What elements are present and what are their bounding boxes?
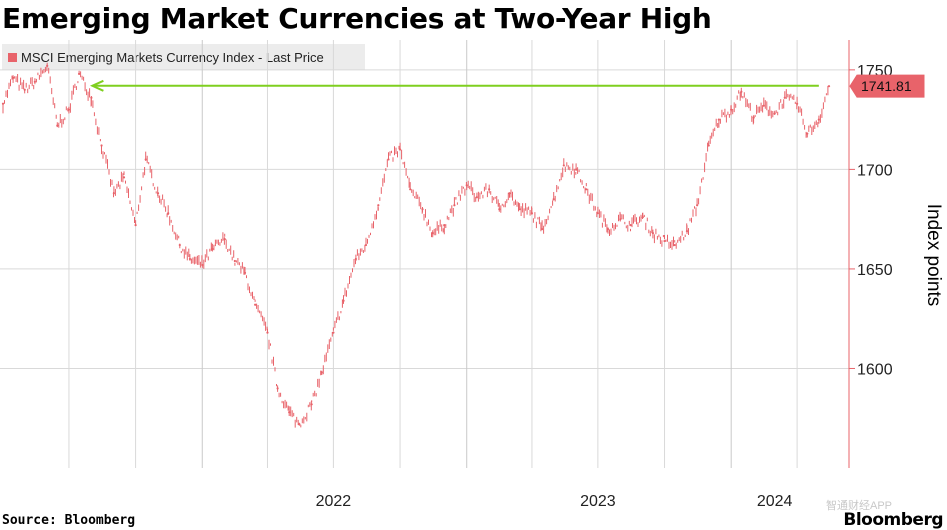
data-point: [332, 331, 335, 334]
data-point: [562, 164, 565, 167]
data-point: [398, 148, 402, 151]
data-point: [606, 228, 610, 231]
data-point: [178, 243, 181, 247]
data-point: [100, 144, 103, 147]
data-point: [762, 104, 765, 107]
watermark: 智通财经APP: [826, 500, 893, 512]
data-point: [663, 239, 666, 243]
data-point: [488, 188, 491, 191]
data-point: [796, 102, 799, 105]
y-axis-label-wrap: Index points: [918, 190, 947, 320]
data-point: [223, 237, 226, 241]
data-point: [310, 403, 313, 406]
last-value-label: 1741.81: [861, 78, 912, 94]
data-point: [276, 387, 279, 390]
data-point: [443, 224, 446, 227]
data-point: [354, 257, 357, 261]
data-point: [619, 218, 622, 221]
data-point: [773, 112, 776, 115]
data-point: [498, 208, 501, 211]
legend-label: MSCI Emerging Markets Currency Index - L…: [21, 49, 324, 65]
y-tick-label: 1600: [857, 361, 893, 378]
series-line: [2, 62, 829, 428]
data-point: [122, 176, 126, 179]
data-point: [56, 124, 59, 127]
data-point: [134, 224, 137, 227]
legend-swatch: [8, 52, 17, 62]
data-point: [364, 243, 368, 247]
data-point: [465, 184, 468, 187]
data-point: [752, 116, 755, 119]
data-point: [783, 96, 786, 99]
data-point: [651, 231, 655, 235]
data-point: [320, 371, 323, 374]
data-point: [90, 96, 93, 99]
data-point: [575, 168, 578, 171]
data-point: [188, 257, 192, 261]
data-point: [144, 158, 147, 161]
last-value-box: [849, 74, 925, 98]
data-point: [254, 303, 257, 306]
data-point: [243, 271, 247, 275]
data-point: [288, 411, 291, 414]
data-point: [530, 212, 534, 215]
data-point: [377, 204, 380, 207]
data-point: [409, 188, 412, 191]
data-point: [298, 423, 301, 426]
data-point: [696, 204, 699, 207]
data-point: [33, 80, 36, 83]
data-point: [12, 76, 15, 79]
data-point: [685, 230, 689, 233]
x-tick-label: 2023: [580, 493, 616, 510]
data-point: [421, 208, 424, 211]
data-point: [540, 228, 544, 231]
data-point: [508, 192, 511, 195]
data-point: [233, 259, 236, 263]
chart-title: Emerging Market Currencies at Two-Year H…: [2, 2, 712, 35]
x-tick-label: 2024: [757, 493, 793, 510]
data-point: [1, 102, 5, 105]
data-point: [67, 108, 71, 111]
data-point: [167, 212, 170, 215]
data-point: [387, 158, 390, 161]
data-point: [585, 188, 588, 191]
data-point: [740, 90, 743, 93]
data-point: [201, 263, 204, 267]
data-point: [817, 118, 820, 121]
data-point: [23, 88, 26, 91]
source-note: Source: Bloomberg: [2, 513, 136, 528]
data-point: [266, 331, 269, 334]
data-point: [77, 72, 81, 75]
data-point: [431, 231, 434, 235]
data-point: [453, 204, 456, 207]
data-point: [717, 118, 720, 121]
data-point: [707, 144, 710, 147]
series-bars: [2, 62, 829, 428]
y-axis-label: Index points: [923, 203, 944, 307]
data-point: [552, 198, 555, 201]
reference-arrowhead: [89, 79, 104, 92]
data-point: [112, 192, 115, 195]
data-point: [673, 243, 676, 247]
x-tick-label: 2022: [316, 493, 352, 510]
legend: MSCI Emerging Markets Currency Index - L…: [2, 44, 365, 70]
data-point: [156, 192, 160, 195]
y-tick-label: 1650: [857, 262, 893, 279]
data-point: [827, 85, 831, 88]
data-point: [596, 212, 599, 215]
data-point: [342, 299, 345, 302]
brand-logo: Bloomberg: [843, 510, 943, 530]
data-point: [46, 64, 49, 67]
data-point: [211, 247, 214, 251]
data-point: [641, 216, 644, 219]
data-point: [730, 108, 733, 111]
data-point: [518, 208, 521, 211]
data-point: [475, 196, 478, 199]
y-tick-label: 1700: [857, 162, 893, 179]
data-point: [629, 224, 632, 227]
data-point: [806, 132, 809, 135]
